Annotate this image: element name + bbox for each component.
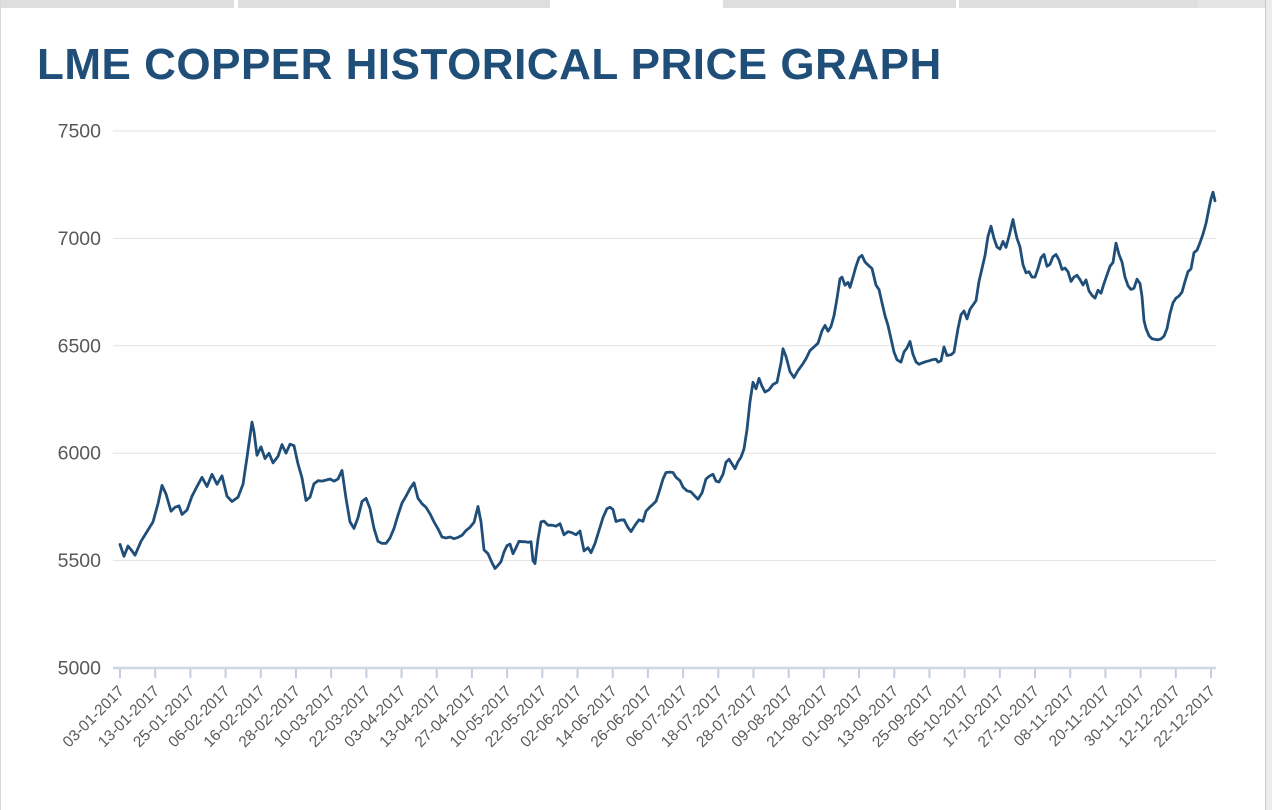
y-axis-label: 7500: [58, 121, 102, 143]
tab-separator: [234, 0, 238, 8]
price-line-series: [118, 190, 1217, 570]
right-gutter: [1265, 0, 1272, 810]
y-axis-label: 7000: [58, 228, 102, 250]
tab-segment[interactable]: [1198, 0, 1272, 8]
y-axis-label: 6000: [58, 443, 102, 465]
active-tab-segment[interactable]: [550, 0, 723, 8]
chart-title: LME COPPER HISTORICAL PRICE GRAPH: [37, 40, 942, 89]
y-axis-label: 5500: [58, 550, 102, 572]
y-axis-label: 5000: [58, 658, 102, 680]
browser-tab-strip: [1, 0, 1272, 8]
y-axis-label: 6500: [58, 335, 102, 357]
tab-separator: [956, 0, 959, 8]
